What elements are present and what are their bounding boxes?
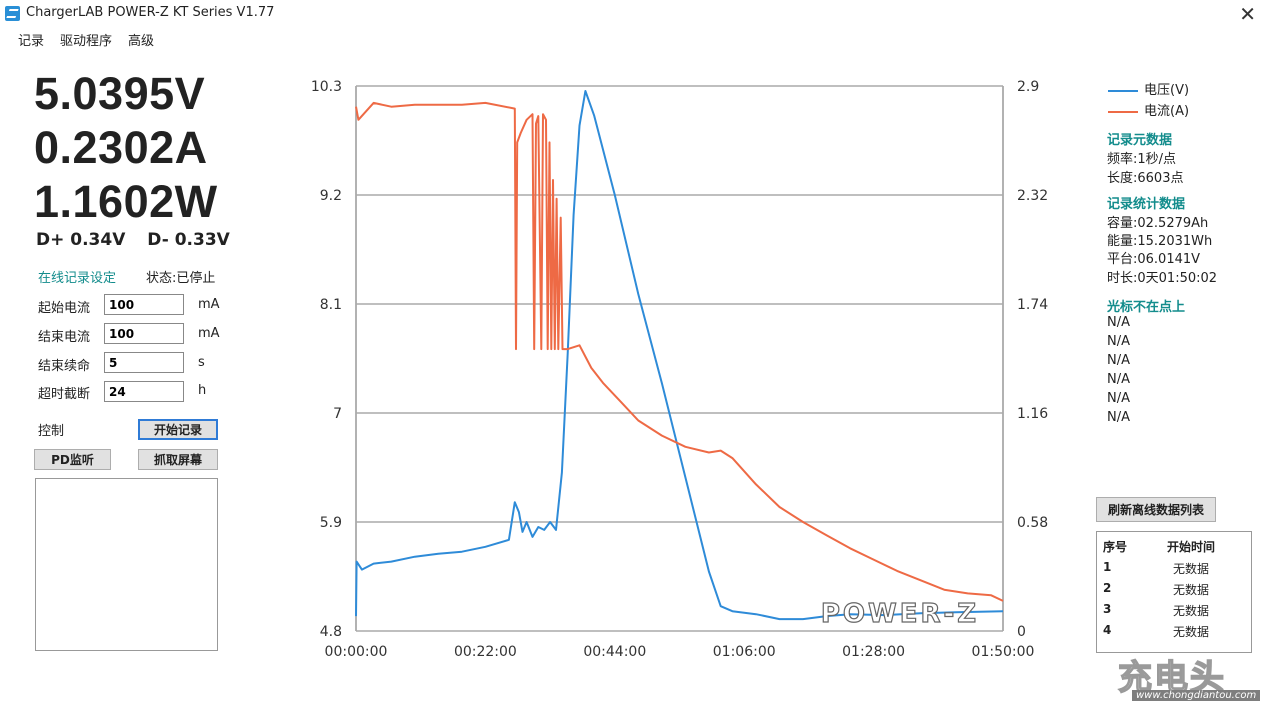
row-index: 2 bbox=[1103, 581, 1112, 595]
row-index: 1 bbox=[1103, 560, 1112, 574]
timeout-label: 超时截断 bbox=[38, 387, 91, 402]
stats-title: 记录统计数据 bbox=[1107, 197, 1186, 212]
legend-voltage-label: 电压(V) bbox=[1144, 83, 1190, 98]
pd-monitor-button[interactable]: PD监听 bbox=[34, 449, 111, 470]
stats-capacity: 容量:02.5279Ah bbox=[1107, 216, 1209, 231]
record-status: 状态:已停止 bbox=[146, 271, 216, 286]
stats-energy: 能量:15.2031Wh bbox=[1107, 234, 1213, 249]
y-left-tick-label: 8.1 bbox=[320, 297, 342, 313]
row-index: 4 bbox=[1103, 623, 1112, 637]
meta-freq: 频率:1秒/点 bbox=[1107, 152, 1177, 167]
stats-duration: 时长:0天01:50:02 bbox=[1107, 271, 1218, 286]
refresh-offline-button[interactable]: 刷新离线数据列表 bbox=[1096, 497, 1216, 522]
y-right-tick-label: 1.16 bbox=[1017, 406, 1048, 422]
cursor-value-1: N/A bbox=[1107, 315, 1130, 330]
start-current-input[interactable] bbox=[104, 294, 184, 315]
dminus-reading: D- 0.33V bbox=[147, 230, 230, 250]
legend-current-swatch bbox=[1108, 110, 1138, 113]
start-current-unit: mA bbox=[198, 297, 220, 312]
window-title: ChargerLAB POWER-Z KT Series V1.77 bbox=[26, 5, 275, 20]
table-row[interactable]: 1 无数据 bbox=[1097, 560, 1251, 580]
menu-record[interactable]: 记录 bbox=[18, 34, 45, 49]
y-left-tick-label: 7 bbox=[333, 406, 342, 422]
x-tick-label: 01:28:00 bbox=[842, 644, 905, 660]
end-continue-unit: s bbox=[198, 355, 205, 370]
menu-bar: 记录 驱动程序 高级 bbox=[10, 30, 162, 49]
y-right-tick-label: 0 bbox=[1017, 624, 1026, 640]
online-record-title: 在线记录设定 bbox=[38, 271, 117, 286]
y-left-tick-label: 10.3 bbox=[311, 79, 342, 95]
menu-advanced[interactable]: 高级 bbox=[128, 34, 155, 49]
y-right-tick-label: 1.74 bbox=[1017, 297, 1048, 313]
row-start-time: 无数据 bbox=[1173, 583, 1210, 597]
y-right-tick-label: 2.32 bbox=[1017, 188, 1048, 204]
x-tick-label: 00:44:00 bbox=[583, 644, 646, 660]
table-header-start-time: 开始时间 bbox=[1167, 540, 1216, 554]
table-row[interactable]: 4 无数据 bbox=[1097, 623, 1251, 643]
x-tick-label: 00:22:00 bbox=[454, 644, 517, 660]
row-start-time: 无数据 bbox=[1173, 604, 1210, 618]
row-index: 3 bbox=[1103, 602, 1112, 616]
stats-plateau: 平台:06.0141V bbox=[1107, 252, 1201, 267]
legend-current: 电流(A) bbox=[1108, 100, 1189, 119]
x-tick-label: 00:00:00 bbox=[325, 644, 388, 660]
legend-voltage-swatch bbox=[1108, 89, 1138, 92]
cursor-value-2: N/A bbox=[1107, 334, 1130, 349]
end-current-label: 结束电流 bbox=[38, 330, 91, 345]
chart-series bbox=[355, 90, 1004, 621]
cursor-value-6: N/A bbox=[1107, 410, 1130, 425]
title-bar: ChargerLAB POWER-Z KT Series V1.77 ✕ bbox=[0, 0, 1266, 26]
end-continue-label: 结束续命 bbox=[38, 359, 91, 374]
y-right-tick-label: 2.9 bbox=[1017, 79, 1039, 95]
menu-driver[interactable]: 驱动程序 bbox=[60, 34, 113, 49]
end-current-unit: mA bbox=[198, 326, 220, 341]
power-reading: 1.1602W bbox=[34, 176, 218, 227]
y-left-tick-label: 9.2 bbox=[320, 188, 342, 204]
app-logo-icon bbox=[5, 6, 20, 21]
chart-grid bbox=[355, 85, 1004, 632]
log-textbox[interactable] bbox=[35, 478, 218, 651]
dplus-reading: D+ 0.34V bbox=[36, 230, 126, 250]
current-reading: 0.2302A bbox=[34, 122, 208, 173]
offline-data-table[interactable]: 序号 开始时间 1 无数据 2 无数据 3 无数据 4 无数据 bbox=[1096, 531, 1252, 653]
row-start-time: 无数据 bbox=[1173, 625, 1210, 639]
voltage-reading: 5.0395V bbox=[34, 68, 206, 119]
cursor-value-3: N/A bbox=[1107, 353, 1130, 368]
end-current-input[interactable] bbox=[104, 323, 184, 344]
table-header-index: 序号 bbox=[1103, 540, 1128, 554]
x-tick-label: 01:06:00 bbox=[713, 644, 776, 660]
screenshot-button[interactable]: 抓取屏幕 bbox=[138, 449, 218, 470]
data-line-voltages: D+ 0.34V D- 0.33V bbox=[36, 230, 246, 250]
chart-ticks: 10.3 2.9 9.2 2.32 8.1 1.74 7 1.16 5.9 0.58 4.8 0 00:… bbox=[311, 79, 1048, 660]
timeout-unit: h bbox=[198, 383, 207, 398]
row-start-time: 无数据 bbox=[1173, 562, 1210, 576]
voltage-series-line bbox=[355, 90, 1004, 621]
cursor-value-4: N/A bbox=[1107, 372, 1130, 387]
start-current-label: 起始电流 bbox=[38, 301, 91, 316]
cursor-title: 光标不在点上 bbox=[1107, 300, 1186, 315]
control-label: 控制 bbox=[38, 424, 65, 439]
meta-title: 记录元数据 bbox=[1107, 133, 1173, 148]
y-left-tick-label: 5.9 bbox=[320, 515, 342, 531]
x-tick-label: 01:50:00 bbox=[972, 644, 1035, 660]
watermark-url: www.chongdiantou.com bbox=[1132, 690, 1261, 701]
y-left-tick-label: 4.8 bbox=[320, 624, 342, 640]
table-row[interactable]: 2 无数据 bbox=[1097, 581, 1251, 601]
legend-current-label: 电流(A) bbox=[1144, 104, 1190, 119]
meta-length: 长度:6603点 bbox=[1107, 171, 1184, 186]
start-record-button[interactable]: 开始记录 bbox=[138, 419, 218, 440]
current-series-line bbox=[355, 101, 1004, 602]
cursor-value-5: N/A bbox=[1107, 391, 1130, 406]
power-z-brand-mark: POWER-Z bbox=[821, 599, 979, 629]
table-row[interactable]: 3 无数据 bbox=[1097, 602, 1251, 622]
watermark: 充电头 www.chongdiantou.com bbox=[1110, 650, 1261, 705]
end-continue-input[interactable] bbox=[104, 352, 184, 373]
close-icon[interactable]: ✕ bbox=[1239, 2, 1256, 26]
y-right-tick-label: 0.58 bbox=[1017, 515, 1048, 531]
timeout-input[interactable] bbox=[104, 381, 184, 402]
legend-voltage: 电压(V) bbox=[1108, 79, 1189, 98]
